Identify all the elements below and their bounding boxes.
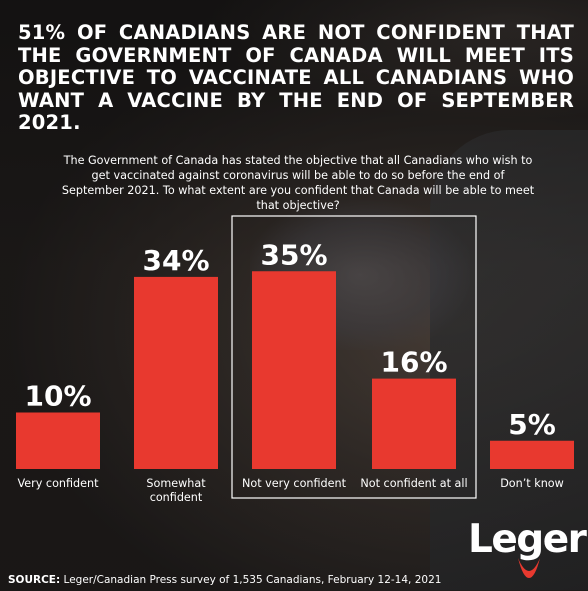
data-label: 10% bbox=[24, 380, 91, 413]
data-label: 5% bbox=[508, 408, 556, 441]
bar bbox=[134, 276, 218, 469]
leger-logo: Leger bbox=[468, 517, 587, 562]
headline: 51% OF CANADIANS ARE NOT CONFIDENT THAT … bbox=[18, 21, 574, 134]
data-label: 16% bbox=[380, 346, 447, 379]
source-label: SOURCE: bbox=[8, 574, 61, 586]
leger-logo-mark-icon bbox=[518, 558, 540, 578]
bar bbox=[490, 440, 574, 469]
bar bbox=[252, 271, 336, 469]
category-label: Not confident at all bbox=[360, 477, 467, 490]
category-label: Not very confident bbox=[242, 477, 347, 490]
bar bbox=[16, 412, 100, 469]
source-note: SOURCE: Leger/Canadian Press survey of 1… bbox=[8, 574, 441, 586]
data-label: 34% bbox=[142, 244, 209, 277]
category-label: Don’t know bbox=[500, 477, 564, 490]
source-text: Leger/Canadian Press survey of 1,535 Can… bbox=[60, 574, 442, 586]
category-label: Somewhat bbox=[146, 477, 206, 490]
data-label: 35% bbox=[260, 238, 327, 271]
bar bbox=[372, 378, 456, 469]
survey-question: The Government of Canada has stated the … bbox=[61, 154, 535, 212]
category-label: Very confident bbox=[17, 477, 99, 490]
highlight-box bbox=[231, 215, 477, 499]
category-label: confident bbox=[150, 491, 203, 504]
